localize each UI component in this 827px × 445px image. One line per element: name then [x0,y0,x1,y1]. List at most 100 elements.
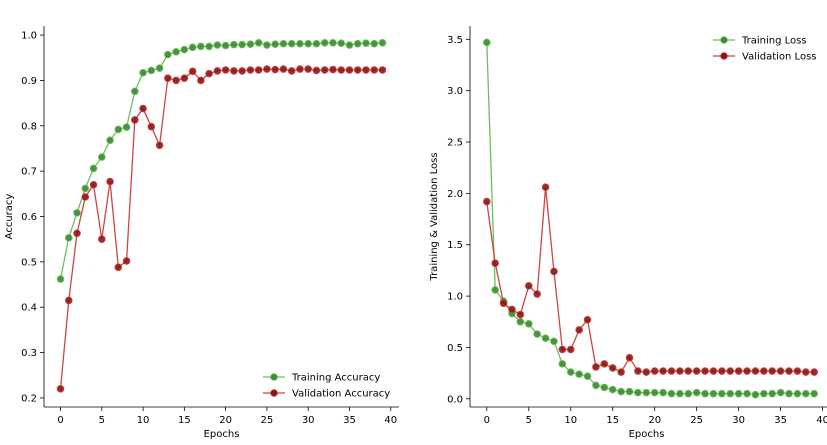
legend-label: Validation Accuracy [292,389,390,400]
y-tick-label: 0.8 [21,121,37,132]
data-point [73,209,81,217]
data-point [362,66,370,74]
x-axis-label: Epochs [629,429,665,440]
data-point [122,257,131,265]
series-line-training [486,42,815,396]
y-tick-label: 2.5 [447,138,463,149]
data-point [734,367,743,375]
data-point [122,123,131,131]
data-point [312,66,321,75]
data-point [650,388,659,397]
data-point [743,367,751,375]
data-point [533,330,541,338]
data-point [550,267,558,276]
data-point [785,389,793,398]
legend-label: Training Loss [741,36,807,47]
data-point [743,389,751,398]
data-point [64,296,73,305]
data-point [701,367,709,375]
data-point [617,368,625,376]
data-point [296,65,304,73]
data-point [810,368,819,376]
data-point [279,65,288,73]
x-tick-label: 0 [57,415,63,426]
data-point [155,64,164,72]
data-point [139,68,147,77]
data-point [802,368,810,376]
data-point [97,235,106,243]
x-tick-label: 40 [384,415,397,426]
y-axis-label: Accuracy [4,194,15,240]
series-line-validation [59,68,383,389]
data-point [701,389,709,398]
x-tick-label: 30 [732,415,745,426]
data-point [230,67,238,75]
data-point [600,360,609,368]
x-tick-label: 35 [774,415,787,426]
x-tick-label: 0 [484,415,490,426]
x-tick-label: 15 [178,415,191,426]
data-point [634,367,642,375]
x-tick-label: 25 [690,415,703,426]
data-point [246,40,255,48]
data-point [147,122,156,131]
data-point [287,39,296,48]
data-point [592,381,600,390]
data-point [676,389,684,398]
data-point [188,43,197,52]
x-axis-label: Epochs [204,429,240,440]
data-point [188,67,197,76]
data-point [541,334,550,342]
data-point [155,141,164,150]
x-tick-label: 35 [343,415,356,426]
x-tick-label: 5 [99,415,105,426]
data-point [378,66,387,74]
data-point [760,367,768,375]
data-point [516,317,525,326]
data-point [659,367,667,375]
data-point [56,275,65,283]
data-point [482,38,491,47]
legend-label: Training Accuracy [291,373,380,384]
data-point [802,389,810,398]
data-point [370,39,379,48]
x-tick-label: 20 [648,415,661,426]
data-point [566,345,575,354]
y-tick-label: 0.7 [21,167,37,178]
data-point [353,66,362,74]
data-point [625,387,634,396]
data-point [114,263,123,272]
data-point [180,45,189,54]
y-tick-label: 3.0 [447,86,463,97]
loss-chart: 0 5 10 15 20 25 30 35 40 0.0 0.5 1.0 1.5 2.0 2.5 3.0 3.5… [429,26,827,440]
data-point [676,367,684,375]
data-point [304,65,312,73]
data-point [684,389,693,398]
data-point [642,368,651,376]
data-point [164,50,172,59]
data-point [271,40,279,48]
data-point [205,42,213,51]
data-point [734,389,743,398]
data-point [296,39,304,48]
data-point [558,360,567,368]
data-point [329,65,337,74]
data-point [197,42,205,51]
y-tick-label: 0.5 [447,343,463,354]
data-point [718,367,726,375]
data-point [491,259,499,268]
y-tick-label: 0.6 [21,212,37,223]
data-point [164,74,172,82]
data-point [709,389,718,398]
data-point [508,305,516,314]
data-point [89,180,98,189]
data-point [776,367,785,375]
data-point [600,383,609,392]
data-point [524,320,533,328]
data-point [760,389,768,398]
data-point [221,66,230,74]
data-point [692,367,701,375]
data-point [642,388,651,397]
series-line-training [59,42,383,280]
data-point [287,67,296,75]
